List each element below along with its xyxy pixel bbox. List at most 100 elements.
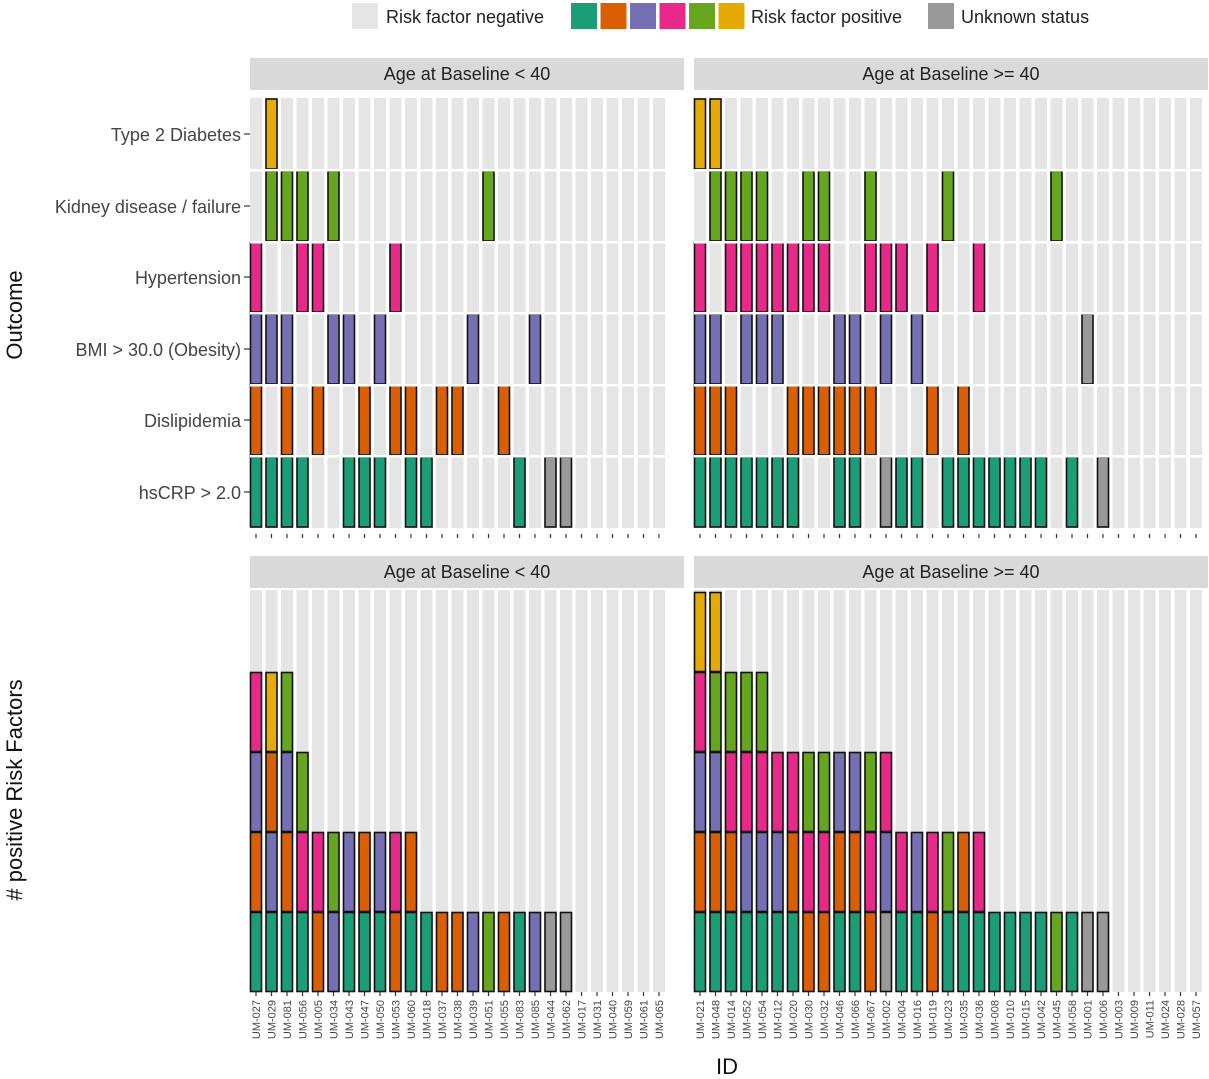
cell-htn-UM-053 — [389, 241, 402, 313]
cell-crp-UM-002 — [879, 456, 893, 528]
id-label-UM-051: UM-051 — [484, 1000, 496, 1039]
cell-crp-UM-020 — [786, 456, 800, 528]
legend-swatch-t2d — [718, 3, 745, 29]
cell-crp-UM-052 — [740, 456, 753, 528]
id-label-UM-053: UM-053 — [391, 1000, 403, 1039]
cell-htn-UM-004 — [895, 241, 908, 313]
row-separator — [250, 384, 669, 387]
cell-lipid-UM-048 — [709, 384, 722, 456]
stack-seg-UM-035-1 — [957, 911, 970, 993]
legend-unknown-label: Unknown status — [961, 7, 1089, 27]
stack-seg-UM-029-3 — [265, 751, 278, 833]
bottom-bg-UM-085 — [529, 590, 541, 992]
row-separator — [250, 169, 669, 172]
row-separator — [250, 312, 669, 315]
cell-lipid-UM-038 — [451, 384, 464, 456]
legend-positive-label: Risk factor positive — [751, 7, 902, 27]
id-label-UM-020: UM-020 — [788, 1000, 800, 1039]
id-label-UM-034: UM-034 — [329, 1000, 341, 1039]
stack-seg-UM-048-2 — [709, 831, 722, 913]
stack-seg-UM-023-1 — [941, 911, 955, 993]
stack-seg-UM-062-1 — [559, 911, 573, 993]
cell-lipid-UM-021 — [693, 384, 707, 456]
cell-crp-UM-066 — [848, 456, 862, 528]
stack-seg-UM-014-4 — [724, 671, 738, 753]
stack-seg-UM-021-4 — [693, 671, 707, 753]
legend-swatch-kidney — [689, 3, 715, 29]
id-label-UM-028: UM-028 — [1176, 1000, 1188, 1039]
cell-htn-UM-032 — [817, 241, 831, 313]
stack-seg-UM-008-1 — [988, 911, 1001, 993]
cell-lipid-UM-046 — [833, 384, 846, 456]
stack-seg-UM-052-3 — [740, 751, 753, 833]
cell-crp-UM-042 — [1034, 456, 1048, 528]
stack-seg-UM-016-1 — [910, 911, 924, 993]
cell-kidney-UM-045 — [1050, 170, 1063, 242]
cell-lipid-UM-019 — [926, 384, 939, 456]
bottom-bg-UM-040 — [606, 590, 619, 992]
stack-seg-UM-039-1 — [466, 911, 480, 993]
stack-seg-UM-032-2 — [817, 831, 831, 913]
bottom-bg-UM-008 — [988, 590, 1001, 992]
cell-htn-UM-020 — [786, 241, 800, 313]
bottom-bg-UM-037 — [436, 590, 448, 992]
bottom-bg-UM-045 — [1050, 590, 1063, 992]
bottom-bg-UM-058 — [1066, 590, 1078, 992]
cell-bmi-UM-039 — [466, 313, 480, 385]
id-label-UM-004: UM-004 — [897, 1000, 909, 1039]
stack-seg-UM-066-3 — [848, 751, 862, 833]
bottom-bg-UM-039 — [467, 590, 479, 992]
id-label-UM-085: UM-085 — [530, 1000, 542, 1039]
id-label-UM-036: UM-036 — [974, 1000, 986, 1039]
outcome-label-htn: Hypertension — [135, 268, 241, 288]
stack-seg-UM-056-1 — [296, 911, 309, 993]
stack-seg-UM-046-1 — [833, 911, 846, 993]
row-separator — [694, 169, 1206, 172]
stack-seg-UM-048-5 — [709, 591, 722, 673]
stack-seg-UM-053-1 — [389, 911, 402, 993]
stack-seg-UM-067-2 — [864, 831, 877, 913]
cell-crp-UM-004 — [895, 456, 908, 528]
stack-seg-UM-016-2 — [910, 831, 924, 913]
stack-seg-UM-056-3 — [296, 751, 309, 833]
cell-bmi-UM-048 — [709, 313, 722, 385]
stack-seg-UM-004-1 — [895, 911, 908, 993]
facet-strip-bottom-lt40 — [250, 556, 684, 588]
stack-seg-UM-056-2 — [296, 831, 309, 913]
stack-seg-UM-044-1 — [544, 911, 557, 993]
stack-seg-UM-067-1 — [864, 911, 877, 993]
cell-crp-UM-060 — [404, 456, 418, 528]
legend-negative-label: Risk factor negative — [386, 7, 544, 27]
legend-swatch-bmi — [630, 3, 656, 29]
cell-kidney-UM-030 — [802, 170, 815, 242]
stack-seg-UM-052-2 — [740, 831, 753, 913]
stack-seg-UM-012-2 — [771, 831, 784, 913]
bottom-bg-UM-031 — [591, 590, 603, 992]
stack-seg-UM-015-1 — [1019, 911, 1032, 993]
stack-seg-UM-051-1 — [482, 911, 495, 993]
cell-htn-UM-021 — [693, 241, 707, 313]
cell-kidney-UM-052 — [740, 170, 753, 242]
cell-crp-UM-012 — [771, 456, 784, 528]
legend-positive-swatches — [571, 3, 745, 29]
id-label-UM-035: UM-035 — [959, 1000, 971, 1039]
legend-swatch-htn — [659, 3, 686, 29]
stack-seg-UM-048-4 — [709, 671, 722, 753]
id-label-UM-037: UM-037 — [437, 1000, 449, 1039]
cell-lipid-UM-081 — [280, 384, 294, 456]
cell-lipid-UM-032 — [817, 384, 831, 456]
cell-crp-UM-083 — [513, 456, 526, 528]
id-label-UM-043: UM-043 — [344, 1000, 356, 1039]
facet-label-bottom-lt40: Age at Baseline < 40 — [384, 562, 551, 582]
id-label-UM-067: UM-067 — [866, 1000, 878, 1039]
id-label-UM-024: UM-024 — [1160, 1000, 1172, 1039]
stack-seg-UM-054-1 — [755, 911, 769, 993]
bottom-bg-UM-018 — [420, 590, 433, 992]
id-label-UM-048: UM-048 — [711, 1000, 723, 1039]
id-label-UM-066: UM-066 — [850, 1000, 862, 1039]
stack-seg-UM-004-2 — [895, 831, 908, 913]
facet-label-top-lt40: Age at Baseline < 40 — [384, 64, 551, 84]
facet-label-bottom-ge40: Age at Baseline >= 40 — [862, 562, 1039, 582]
bottom-bg-UM-011 — [1143, 590, 1156, 992]
id-label-UM-059: UM-059 — [623, 1000, 635, 1039]
